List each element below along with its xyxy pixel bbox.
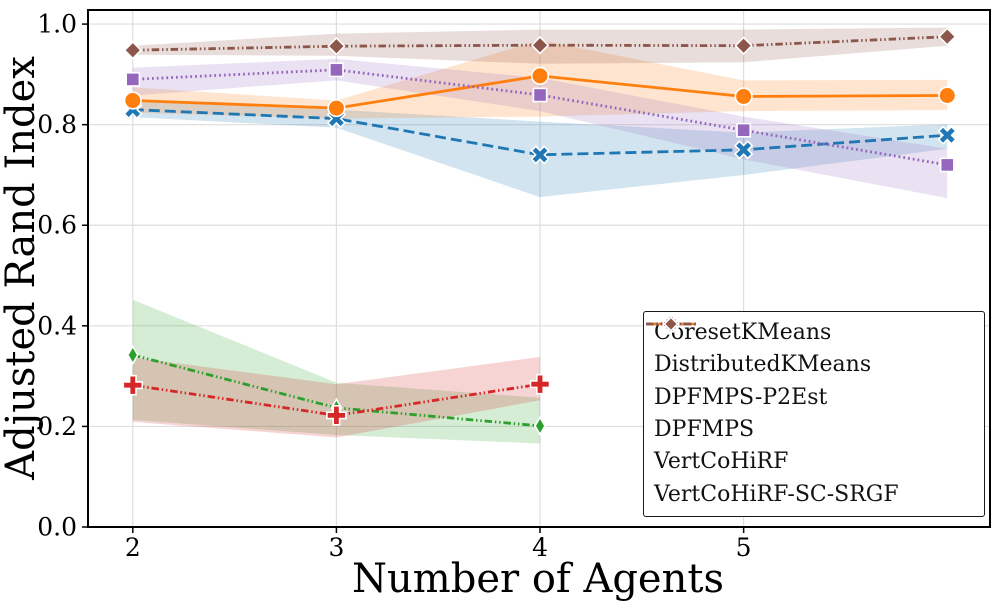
series-markers	[122, 27, 957, 436]
data-point-marker	[734, 87, 753, 106]
data-point-marker	[938, 86, 957, 105]
legend-item: CoresetKMeans	[646, 315, 976, 348]
x-tick-label: 2	[125, 533, 141, 562]
y-tick-label: 1.0	[37, 10, 77, 39]
data-point-marker	[530, 66, 550, 85]
confidence-band	[132, 357, 541, 438]
data-point-marker	[736, 122, 752, 138]
y-axis-label: Adjusted Rand Index	[0, 56, 44, 481]
legend: CoresetKMeans DistributedKMeans DPFMPS-P2E…	[643, 311, 985, 517]
data-point-marker	[327, 98, 346, 118]
legend-label: DistributedKMeans	[654, 352, 872, 378]
legend-label: DPFMPS-P2Est	[654, 384, 828, 410]
y-tick-label: 0.6	[37, 211, 77, 240]
data-point-marker	[123, 91, 142, 110]
data-point-marker	[734, 36, 753, 56]
data-point-marker	[126, 344, 139, 366]
data-point-marker	[532, 87, 548, 103]
legend-label: VertCoHiRF	[654, 449, 789, 475]
data-point-marker	[530, 35, 550, 55]
y-tick-label: 0.8	[37, 110, 77, 139]
data-point-marker	[529, 373, 551, 395]
data-point-marker	[125, 72, 141, 87]
x-tick-label: 5	[736, 533, 752, 562]
legend-item: VertCoHiRF-SC-SRGF	[646, 316, 976, 510]
axes: 2 3 4 5 0.0 0.2 0.4 0.6 0.8 1.0	[37, 9, 991, 562]
confidence-band	[132, 299, 541, 444]
legend-item: DPFMPS	[646, 315, 976, 445]
data-point-marker	[733, 140, 754, 160]
legend-item: DistributedKMeans	[646, 316, 976, 380]
y-tick-label: 0.4	[37, 311, 77, 340]
data-point-marker	[939, 157, 955, 173]
data-point-marker	[534, 415, 546, 436]
legend-item: DPFMPS-P2Est	[646, 315, 976, 413]
legend-item: VertCoHiRF	[646, 317, 976, 477]
data-point-marker	[122, 374, 144, 396]
y-tick-label: 0.2	[37, 412, 77, 441]
x-tick-label: 3	[328, 533, 344, 562]
series-line	[132, 382, 541, 417]
data-point-marker	[530, 145, 550, 165]
data-point-marker	[937, 125, 957, 145]
legend-label: DPFMPS	[654, 417, 755, 443]
confidence-band	[132, 58, 948, 199]
legend-D-marker-icon	[646, 316, 696, 332]
y-tick-label: 0.0	[37, 513, 77, 542]
confidence-band	[132, 101, 948, 198]
legend-label: CoresetKMeans	[654, 320, 832, 346]
x-axis-label: Number of Agents	[352, 556, 724, 602]
data-point-marker	[329, 62, 344, 78]
data-point-marker	[326, 405, 347, 426]
data-point-marker	[327, 36, 346, 56]
data-point-marker	[937, 27, 957, 46]
data-point-marker	[123, 40, 143, 60]
plot-border	[87, 9, 991, 528]
legend-marker-sample	[663, 316, 679, 332]
legend-label: VertCoHiRF-SC-SRGF	[654, 481, 899, 507]
x-tick-label: 4	[532, 533, 548, 562]
